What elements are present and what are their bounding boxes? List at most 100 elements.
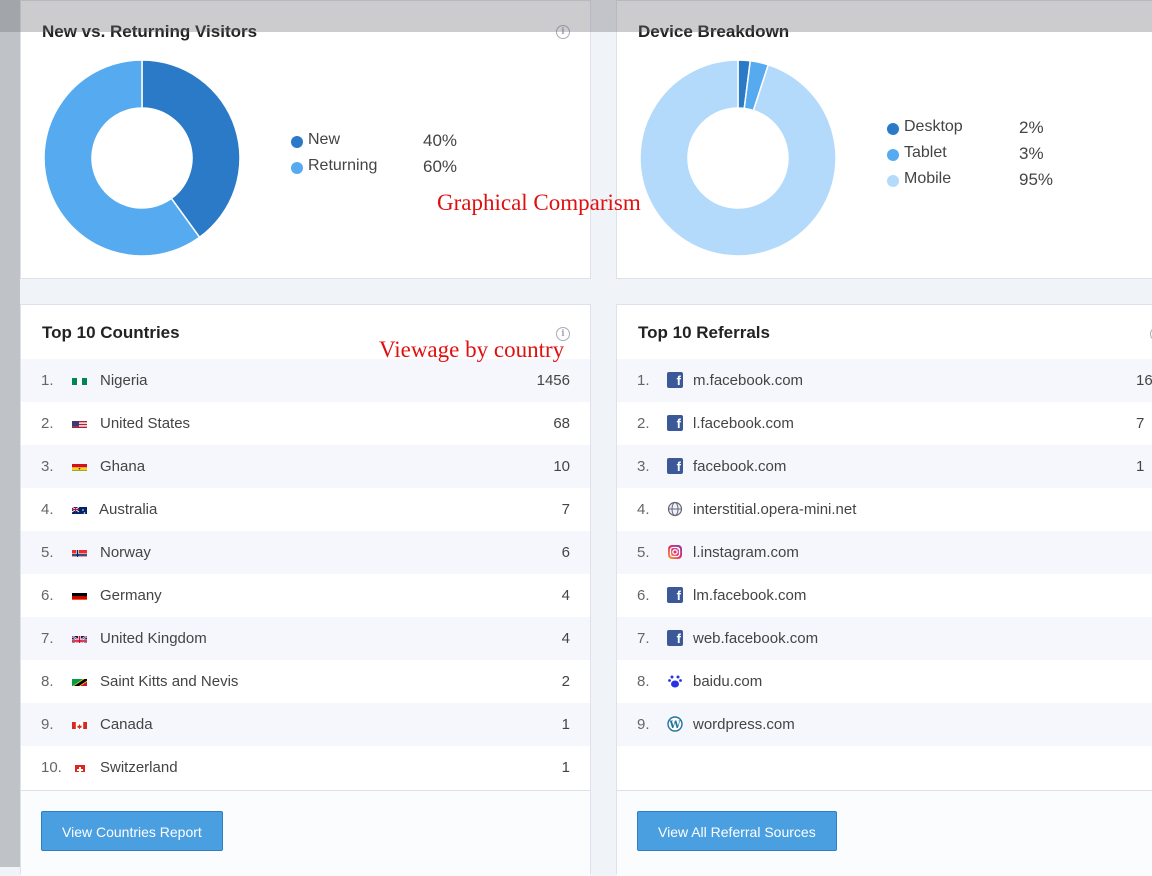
legend-item-new: New 40% — [291, 130, 491, 156]
row-rank: 4. — [41, 501, 54, 518]
row-rank: 9. — [637, 716, 650, 733]
country-row[interactable]: 7. United Kingdom 4 — [21, 617, 590, 660]
country-name: Norway — [100, 544, 151, 561]
row-rank: 2. — [637, 415, 650, 432]
country-row[interactable]: 6. Germany 4 — [21, 574, 590, 617]
baidu-icon — [667, 673, 683, 689]
legend-label: Mobile — [904, 170, 951, 188]
row-rank: 5. — [41, 544, 54, 561]
annotation-viewage-by-country: Viewage by country — [379, 337, 564, 363]
legend-label: Returning — [308, 157, 377, 175]
country-name: United Kingdom — [100, 630, 207, 647]
view-countries-report-button[interactable]: View Countries Report — [41, 811, 223, 851]
panel-footer: View All Referral Sources — [617, 790, 1152, 876]
legend-value: 60% — [423, 157, 457, 177]
country-row[interactable]: 5. Norway 6 — [21, 531, 590, 574]
referral-row[interactable]: 7. f web.facebook.com — [617, 617, 1152, 660]
row-rank: 2. — [41, 415, 54, 432]
facebook-icon: f — [667, 415, 683, 431]
country-name: United States — [100, 415, 190, 432]
legend-item-returning: Returning 60% — [291, 156, 491, 182]
annotation-graphical-comparism: Graphical Comparism — [437, 190, 641, 216]
device-legend: Desktop 2% Tablet 3% Mobile 95% — [887, 117, 1087, 195]
united-states-flag-icon — [72, 418, 87, 428]
country-count: 1 — [562, 716, 570, 733]
facebook-icon: f — [667, 458, 683, 474]
country-count: 10 — [553, 458, 570, 475]
globe-icon — [667, 501, 683, 517]
legend-dot — [887, 123, 899, 135]
view-all-referral-sources-button[interactable]: View All Referral Sources — [637, 811, 837, 851]
facebook-icon: f — [667, 372, 683, 388]
legend-label: New — [308, 131, 340, 149]
united-kingdom-flag-icon — [72, 633, 87, 643]
referral-row[interactable]: 2. f l.facebook.com 7 — [617, 402, 1152, 445]
legend-dot — [291, 136, 303, 148]
row-rank: 3. — [637, 458, 650, 475]
wordpress-icon: W — [667, 716, 683, 732]
norway-flag-icon — [72, 547, 87, 557]
country-name: Australia — [99, 501, 157, 518]
referral-count: 16 — [1136, 372, 1152, 389]
panel-title: Device Breakdown — [638, 22, 789, 42]
country-row[interactable]: 2. United States 68 — [21, 402, 590, 445]
referral-name: facebook.com — [693, 458, 786, 475]
country-row[interactable]: 10. Switzerland 1 — [21, 746, 590, 789]
legend-item-desktop: Desktop 2% — [887, 117, 1087, 143]
referral-name: baidu.com — [693, 673, 762, 690]
row-rank: 10. — [41, 759, 62, 776]
referral-row[interactable]: 3. f facebook.com 1 — [617, 445, 1152, 488]
visitors-donut-chart — [42, 60, 242, 260]
referral-row[interactable]: 9. W wordpress.com — [617, 703, 1152, 746]
referral-count: 7 — [1136, 415, 1144, 432]
referral-row[interactable]: 4. interstitial.opera-mini.net — [617, 488, 1152, 531]
country-row[interactable]: 4. Australia 7 — [21, 488, 590, 531]
panel-footer: View Countries Report — [21, 790, 590, 876]
row-rank: 6. — [637, 587, 650, 604]
svg-text:W: W — [668, 720, 681, 731]
country-row[interactable]: 3. Ghana 10 — [21, 445, 590, 488]
visitors-legend: New 40% Returning 60% — [291, 130, 491, 182]
legend-item-tablet: Tablet 3% — [887, 143, 1087, 169]
country-name: Saint Kitts and Nevis — [100, 673, 238, 690]
referral-row[interactable]: 1. f m.facebook.com 16 — [617, 359, 1152, 402]
facebook-icon: f — [667, 587, 683, 603]
row-rank: 8. — [637, 673, 650, 690]
referral-name: web.facebook.com — [693, 630, 818, 647]
row-rank: 1. — [41, 372, 54, 389]
referral-name: interstitial.opera-mini.net — [693, 501, 856, 518]
country-count: 7 — [562, 501, 570, 518]
row-rank: 3. — [41, 458, 54, 475]
referral-name: l.facebook.com — [693, 415, 794, 432]
facebook-icon: f — [667, 630, 683, 646]
row-rank: 7. — [637, 630, 650, 647]
country-count: 6 — [562, 544, 570, 561]
country-name: Germany — [100, 587, 162, 604]
referral-count: 1 — [1136, 458, 1144, 475]
referral-row[interactable]: 5. l.instagram.com — [617, 531, 1152, 574]
country-name: Nigeria — [100, 372, 148, 389]
panel-title: Top 10 Countries — [42, 323, 180, 343]
country-name: Ghana — [100, 458, 145, 475]
country-row[interactable]: 1. Nigeria 1456 — [21, 359, 590, 402]
legend-label: Desktop — [904, 118, 963, 136]
referral-row[interactable]: 8. baidu.com — [617, 660, 1152, 703]
row-rank: 5. — [637, 544, 650, 561]
device-donut-chart — [638, 60, 838, 260]
country-row[interactable]: 8. Saint Kitts and Nevis 2 — [21, 660, 590, 703]
legend-dot — [291, 162, 303, 174]
legend-dot — [887, 175, 899, 187]
country-row[interactable]: 9. Canada 1 — [21, 703, 590, 746]
row-rank: 6. — [41, 587, 54, 604]
referral-row[interactable]: 6. f lm.facebook.com — [617, 574, 1152, 617]
info-icon[interactable]: i — [556, 25, 570, 39]
top-countries-panel: Top 10 Countries i 1. Nigeria 1456 2. Un… — [20, 304, 591, 874]
canada-flag-icon — [72, 719, 87, 729]
referral-name: wordpress.com — [693, 716, 795, 733]
saint-kitts-and-nevis-flag-icon — [72, 676, 87, 686]
row-rank: 1. — [637, 372, 650, 389]
country-count: 4 — [562, 587, 570, 604]
switzerland-flag-icon — [75, 762, 85, 772]
row-rank: 7. — [41, 630, 54, 647]
slice-mobile[interactable] — [640, 60, 836, 256]
